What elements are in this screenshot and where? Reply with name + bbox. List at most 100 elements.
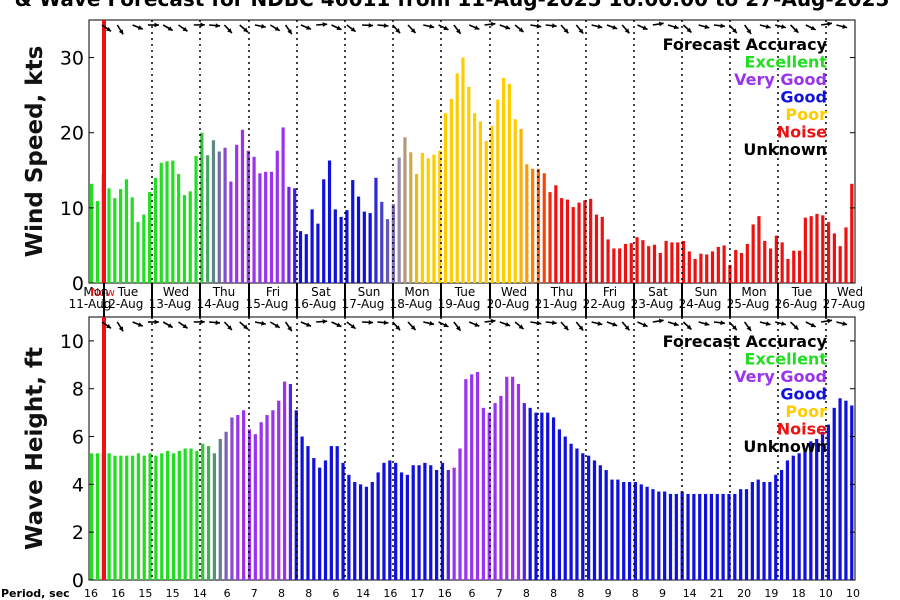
wind-direction-arrow xyxy=(530,320,542,326)
wind-direction-arrow xyxy=(468,321,480,328)
wind-direction-arrow xyxy=(606,321,618,327)
period-value: 8 xyxy=(577,587,584,600)
wind-bar xyxy=(676,242,680,283)
y-tick-label: 0 xyxy=(72,273,84,295)
wind-direction-arrow xyxy=(132,321,144,327)
wind-bar xyxy=(264,171,268,283)
wave-height-panel: 0 2 4 6 8 10 Wave Height, ft Forecast AccuracyE… xyxy=(22,316,856,592)
y-tick-label: 0 xyxy=(72,570,84,592)
wind-bar xyxy=(699,253,703,283)
wave-bar xyxy=(242,410,246,580)
period-value: 16 xyxy=(84,587,98,600)
day-label: Thu xyxy=(550,285,574,299)
wave-bar xyxy=(376,472,380,580)
wave-bar xyxy=(499,395,503,580)
wind-bar xyxy=(142,214,146,283)
wind-bar xyxy=(246,150,250,283)
day-label: Fri xyxy=(603,285,617,299)
wind-bar xyxy=(403,137,407,283)
wind-direction-arrow xyxy=(453,321,462,332)
wind-bar xyxy=(606,239,610,283)
wave-bar xyxy=(130,455,135,580)
wind-direction-arrow xyxy=(209,23,221,28)
wind-direction-arrow xyxy=(193,319,205,325)
wind-bar xyxy=(188,191,192,283)
period-value: 18 xyxy=(792,587,806,600)
wind-bar xyxy=(670,242,674,283)
wind-bar xyxy=(136,222,140,283)
wind-direction-arrow xyxy=(667,24,679,30)
y-tick-label: 8 xyxy=(72,379,84,401)
wind-direction-arrow xyxy=(223,321,233,331)
period-value: 21 xyxy=(710,587,724,600)
wave-bar xyxy=(347,474,351,580)
wind-bar xyxy=(635,237,639,283)
wave-bar xyxy=(768,481,772,580)
wind-bar xyxy=(327,160,332,283)
wave-bar xyxy=(838,398,842,580)
wave-bar xyxy=(663,491,667,580)
wave-bar xyxy=(259,422,263,580)
wind-bar xyxy=(525,164,529,283)
wind-bar xyxy=(339,216,343,283)
y-tick-label: 10 xyxy=(60,198,84,220)
date-label: 23-Aug xyxy=(631,297,674,311)
wind-direction-arrow xyxy=(300,24,312,31)
wind-bar xyxy=(304,234,308,283)
wind-bar xyxy=(217,151,221,283)
wind-bar xyxy=(182,195,187,283)
wind-bar xyxy=(351,180,355,283)
wind-bar xyxy=(594,214,599,283)
wave-bar xyxy=(803,448,807,580)
wave-bar xyxy=(253,434,257,580)
wave-bar xyxy=(604,470,608,580)
wind-bar xyxy=(548,192,552,283)
wind-direction-arrow xyxy=(223,24,233,34)
wind-bar xyxy=(722,245,726,283)
date-label: 26-Aug xyxy=(775,297,818,311)
wave-bar xyxy=(171,453,176,580)
wind-bar xyxy=(333,209,337,283)
wind-bar xyxy=(473,113,477,284)
wind-bar xyxy=(710,251,715,283)
wind-bar xyxy=(211,140,216,283)
wind-direction-arrow xyxy=(575,321,584,332)
wind-bar xyxy=(693,258,697,283)
wave-bar xyxy=(680,491,684,580)
wind-direction-arrow xyxy=(101,321,112,329)
date-label: 24-Aug xyxy=(679,297,722,311)
day-label: Fri xyxy=(266,285,280,299)
wind-direction-arrow xyxy=(820,21,833,27)
period-value: 16 xyxy=(111,587,125,600)
wave-bar xyxy=(318,467,322,580)
wind-bar xyxy=(275,150,279,283)
date-label: 18-Aug xyxy=(390,297,433,311)
wave-bar xyxy=(850,405,854,580)
wind-bar xyxy=(420,153,424,283)
wind-bar xyxy=(850,183,854,283)
wave-bar xyxy=(183,448,187,580)
wind-direction-arrow xyxy=(147,319,159,325)
period-value: 6 xyxy=(224,587,231,600)
wave-bar xyxy=(832,407,836,580)
wind-direction-arrow xyxy=(698,321,710,327)
wind-direction-arrow xyxy=(193,22,205,28)
wave-bar xyxy=(195,450,199,580)
date-label: 27-Aug xyxy=(823,297,866,311)
wind-direction-arrow xyxy=(453,24,462,35)
wind-direction-arrow xyxy=(239,321,249,330)
date-label: 21-Aug xyxy=(535,297,578,311)
wind-bar xyxy=(583,200,587,283)
wave-bar xyxy=(364,486,369,580)
wave-bar xyxy=(201,443,205,580)
wave-bar xyxy=(569,443,573,580)
wave-bar xyxy=(271,410,275,580)
date-label: 20-Aug xyxy=(487,297,530,311)
wind-direction-arrow xyxy=(560,24,569,34)
wind-bar xyxy=(194,156,198,283)
date-label: 15-Aug xyxy=(246,297,289,311)
wind-direction-arrow xyxy=(775,321,787,326)
wave-bar xyxy=(475,371,480,580)
wave-bar xyxy=(446,470,450,580)
